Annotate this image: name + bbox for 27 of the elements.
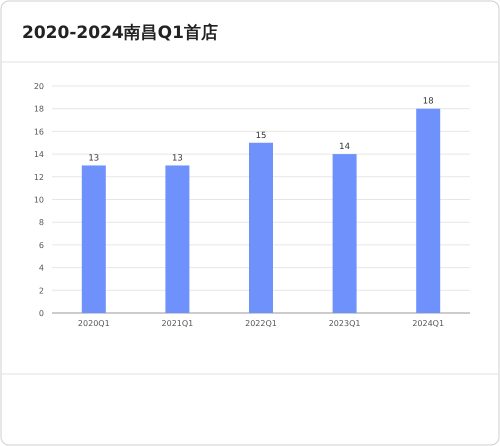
x-tick-label: 2020Q1 xyxy=(78,319,110,328)
y-tick-label: 10 xyxy=(34,196,44,204)
bar xyxy=(249,142,273,313)
data-label: 14 xyxy=(339,142,350,152)
y-tick-label: 16 xyxy=(34,127,44,136)
y-tick-label: 2 xyxy=(38,286,44,296)
x-tick-label: 2021Q1 xyxy=(162,319,194,328)
y-tick-label: 12 xyxy=(34,172,44,182)
x-tick-label: 2024Q1 xyxy=(412,319,444,328)
data-label: 13 xyxy=(172,153,183,164)
bar xyxy=(416,108,440,313)
y-tick-label: 6 xyxy=(38,240,44,250)
y-tick-label: 0 xyxy=(38,309,44,318)
y-tick-label: 20 xyxy=(34,82,44,91)
bar xyxy=(82,165,106,313)
data-label: 18 xyxy=(422,96,434,107)
chart-title: 2020-2024南昌Q1首店 xyxy=(22,23,218,43)
x-tick-label: 2023Q1 xyxy=(328,319,360,328)
bar xyxy=(165,165,190,313)
data-label: 15 xyxy=(256,130,266,141)
bar xyxy=(332,154,357,313)
y-tick-label: 8 xyxy=(38,218,44,228)
y-tick-label: 4 xyxy=(38,264,44,273)
x-tick-label: 2022Q1 xyxy=(245,319,277,328)
y-tick-label: 18 xyxy=(34,104,44,114)
data-label: 13 xyxy=(88,153,100,164)
y-tick-label: 14 xyxy=(34,150,44,160)
